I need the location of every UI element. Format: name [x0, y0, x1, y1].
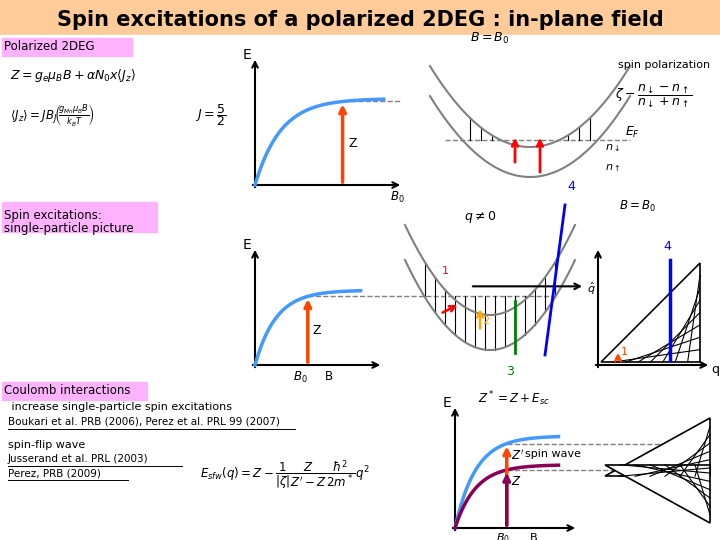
Text: E: E: [243, 238, 251, 252]
Text: 4: 4: [663, 240, 671, 253]
Text: Spin excitations of a polarized 2DEG : in-plane field: Spin excitations of a polarized 2DEG : i…: [57, 10, 663, 30]
Text: $\langle J_z\rangle = JB_J\!\left(\!\frac{g_{Mn}\mu_B B}{k_B T}\!\right)$: $\langle J_z\rangle = JB_J\!\left(\!\fra…: [10, 102, 94, 128]
Polygon shape: [605, 465, 710, 523]
Text: E: E: [243, 48, 251, 62]
Text: $Z^* = Z + E_{sc}$: $Z^* = Z + E_{sc}$: [478, 389, 550, 408]
Text: 1: 1: [442, 266, 449, 276]
Text: $B_0$: $B_0$: [293, 369, 308, 384]
Polygon shape: [605, 418, 710, 476]
Text: Z: Z: [348, 137, 357, 150]
Text: Jusserand et al. PRL (2003): Jusserand et al. PRL (2003): [8, 454, 148, 464]
Text: Perez, PRB (2009): Perez, PRB (2009): [8, 468, 101, 478]
Text: q: q: [711, 363, 719, 376]
Text: 4: 4: [567, 180, 575, 193]
Text: Polarized 2DEG: Polarized 2DEG: [4, 40, 94, 53]
Text: E: E: [443, 396, 451, 410]
Text: $n_\uparrow$: $n_\uparrow$: [605, 162, 621, 174]
Text: $J = \dfrac{5}{2}$: $J = \dfrac{5}{2}$: [195, 102, 226, 128]
Text: $E_{sfw}(q) = Z - \dfrac{1}{|\zeta|}\dfrac{Z}{Z^{\prime}-Z}\dfrac{\hbar^2}{2m^*}: $E_{sfw}(q) = Z - \dfrac{1}{|\zeta|}\dfr…: [200, 458, 369, 491]
Text: increase single-particle spin excitations: increase single-particle spin excitation…: [8, 402, 232, 412]
Text: spin wave: spin wave: [525, 449, 581, 458]
Text: $B_0$: $B_0$: [390, 190, 405, 205]
Text: Z: Z: [312, 324, 321, 337]
Text: spin-flip wave: spin-flip wave: [8, 440, 85, 450]
Text: $q\neq 0$: $q\neq 0$: [464, 209, 496, 225]
Text: 1: 1: [621, 347, 628, 357]
Text: $\hat{q}$: $\hat{q}$: [587, 280, 595, 296]
Bar: [2, 202, 157, 232]
Polygon shape: [601, 263, 700, 362]
Text: $B=B_0$: $B=B_0$: [619, 199, 657, 214]
Text: Spin excitations:: Spin excitations:: [4, 209, 102, 222]
Text: $n_\downarrow$: $n_\downarrow$: [605, 143, 621, 154]
Text: $E_F$: $E_F$: [625, 125, 640, 140]
Text: $Z = g_e\mu_B B + \alpha N_0 x\langle J_z\rangle$: $Z = g_e\mu_B B + \alpha N_0 x\langle J_…: [10, 66, 136, 84]
Text: B: B: [529, 533, 537, 540]
Text: $B_0$: $B_0$: [496, 531, 510, 540]
Text: spin polarization: spin polarization: [618, 60, 710, 70]
Bar: [2, 38, 132, 56]
Text: B: B: [325, 370, 333, 383]
Text: $Z'$: $Z'$: [510, 449, 524, 463]
Text: Boukari et al. PRB (2006), Perez et al. PRL 99 (2007): Boukari et al. PRB (2006), Perez et al. …: [8, 417, 280, 427]
Bar: [0, 0, 720, 35]
Bar: [2, 382, 147, 400]
Text: $Z$: $Z$: [510, 475, 521, 488]
Text: Coulomb interactions: Coulomb interactions: [4, 384, 130, 397]
Text: 2: 2: [482, 316, 489, 326]
Text: $B=B_0$: $B=B_0$: [470, 31, 510, 46]
Text: $\zeta - \dfrac{n_\downarrow - n_\uparrow}{n_\downarrow + n_\uparrow}$: $\zeta - \dfrac{n_\downarrow - n_\uparro…: [615, 83, 693, 111]
Text: 3: 3: [506, 365, 514, 378]
Text: single-particle picture: single-particle picture: [4, 222, 134, 235]
